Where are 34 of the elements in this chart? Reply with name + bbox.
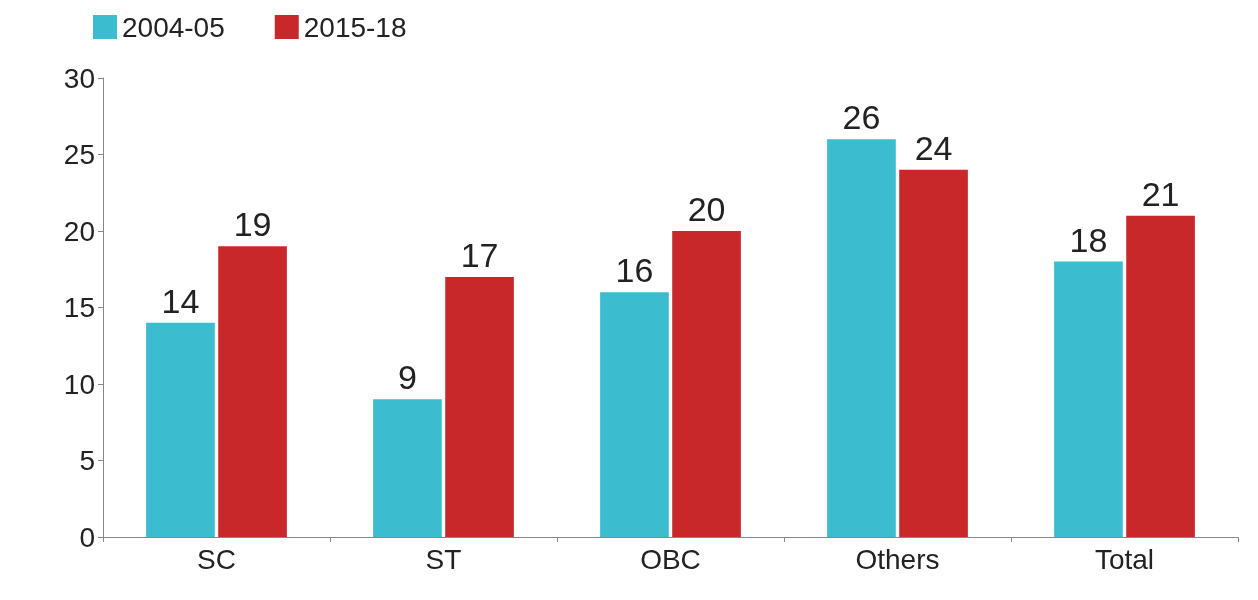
bar (373, 399, 442, 537)
data-label: 19 (233, 205, 272, 244)
y-tick-label: 10 (63, 368, 95, 400)
y-tick-label: 30 (63, 62, 95, 94)
data-label: 9 (398, 358, 417, 397)
bar (899, 169, 968, 537)
data-label: 17 (460, 235, 499, 274)
data-label: 20 (687, 190, 726, 228)
bar (1126, 215, 1195, 537)
x-tick-label: Others (855, 543, 940, 575)
data-label: 14 (161, 281, 200, 320)
y-tick-label: 0 (79, 521, 95, 553)
bar (1054, 261, 1123, 537)
y-tick-label: 15 (63, 292, 95, 323)
legend-label: 2015-18 (303, 11, 407, 43)
data-label: 16 (615, 251, 654, 290)
y-tick-label: 5 (79, 445, 95, 476)
bar (218, 246, 287, 537)
bar (672, 231, 741, 537)
x-tick-label: OBC (640, 543, 701, 575)
data-label: 21 (1141, 174, 1180, 213)
data-label: 26 (842, 98, 881, 137)
legend-label: 2004-05 (122, 11, 225, 43)
bar (827, 139, 896, 537)
y-tick-label: 25 (63, 139, 95, 170)
bar (146, 322, 215, 537)
x-tick-label: Total (1094, 543, 1155, 575)
y-tick-label: 20 (63, 215, 95, 247)
data-label: 24 (914, 128, 953, 167)
bar (445, 276, 514, 537)
data-label: 18 (1069, 220, 1108, 259)
x-tick-label: SC (197, 543, 236, 575)
x-tick-label: ST (425, 543, 462, 575)
bar (600, 292, 669, 537)
